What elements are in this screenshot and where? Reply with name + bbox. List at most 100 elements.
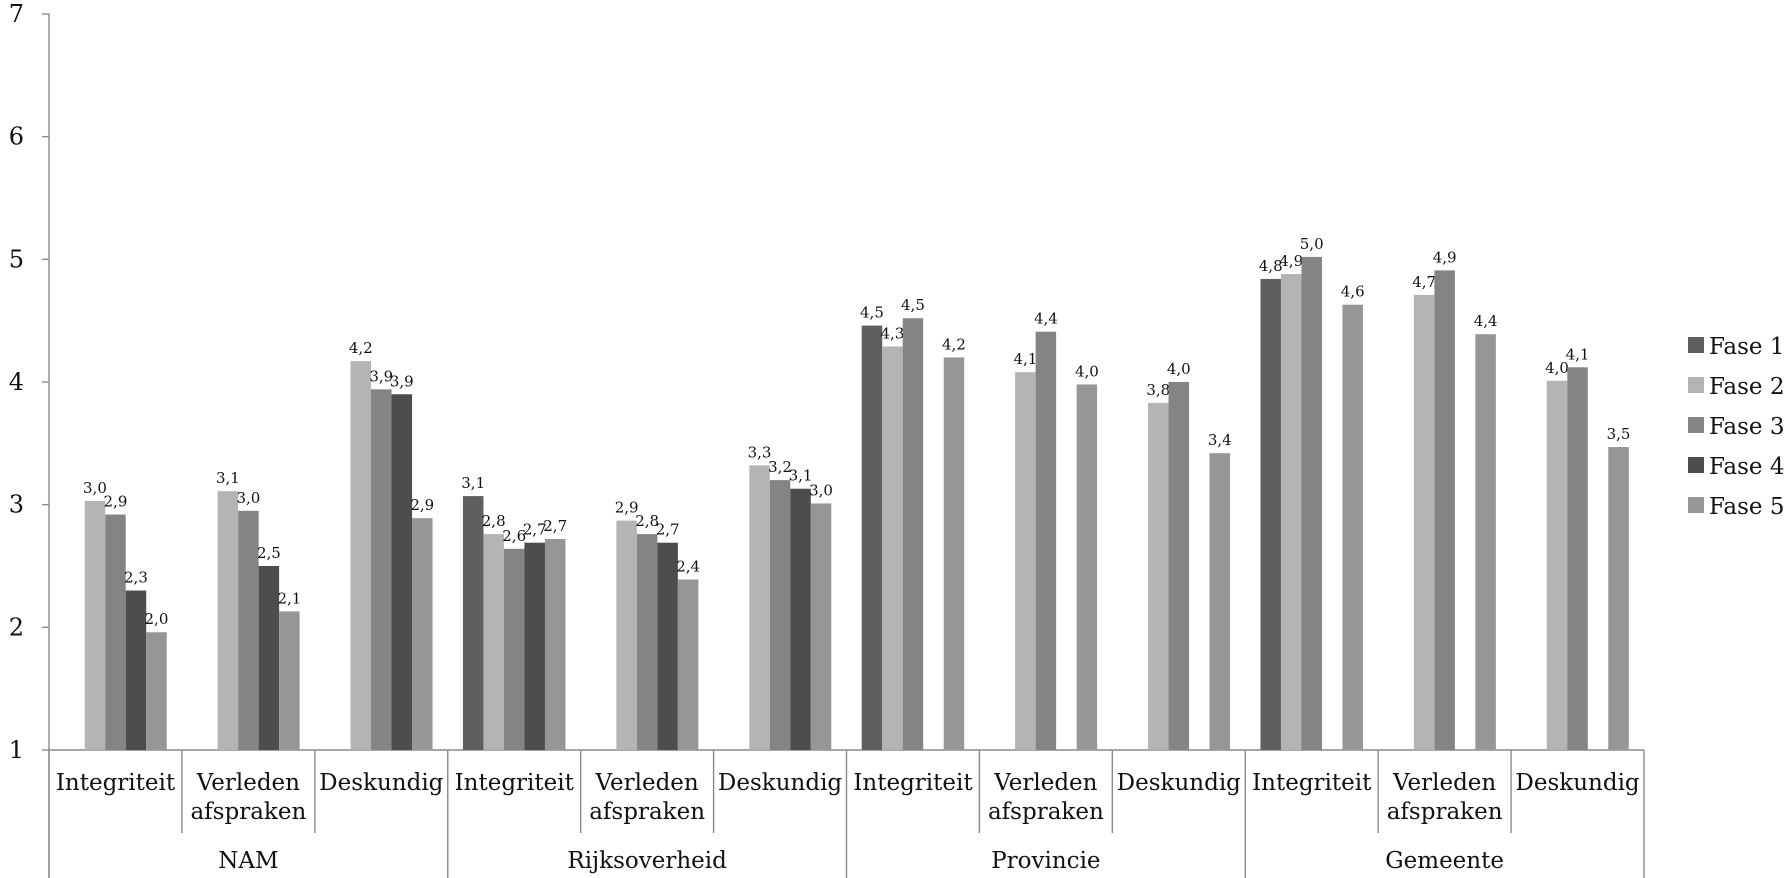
bar (902, 318, 924, 750)
bar (882, 346, 903, 750)
bar (258, 566, 280, 750)
data-label: 3,0 (236, 489, 260, 507)
bar (238, 510, 259, 750)
data-label: 4,0 (1075, 362, 1099, 380)
data-label: 4,7 (1412, 273, 1436, 291)
category-label: Deskundig (1515, 770, 1639, 796)
legend-swatch (1688, 457, 1704, 473)
bar (105, 514, 126, 750)
bar (371, 389, 392, 750)
y-tick-label: 4 (9, 368, 24, 396)
bar (1148, 402, 1169, 750)
bar (1168, 382, 1190, 750)
category-label: Integriteit (853, 770, 973, 796)
data-label: 2,9 (615, 499, 639, 517)
data-label: 3,1 (216, 469, 240, 487)
bar (125, 590, 147, 750)
category-label: Integriteit (455, 770, 575, 796)
data-label: 2,3 (124, 569, 148, 587)
legend-swatch (1688, 377, 1704, 393)
data-label: 4,9 (1279, 252, 1303, 270)
category-label: Verleden afspraken (988, 770, 1104, 825)
legend-label: Fase 4 (1709, 454, 1784, 480)
data-label: 2,1 (277, 589, 301, 607)
bar (616, 520, 637, 750)
group-label: Rijksoverheid (567, 848, 727, 874)
bar (279, 611, 300, 750)
legend-label: Fase 3 (1709, 414, 1784, 440)
plot-area: 1 2 3 4 5 6 7 Integriteit Verleden afspraken Desku… (9, 0, 1645, 878)
bar (790, 488, 811, 750)
y-tick-label: 7 (9, 0, 24, 28)
bar (1413, 294, 1435, 750)
bar (1608, 447, 1629, 750)
category-label: Integriteit (1252, 770, 1372, 796)
bar (1076, 384, 1098, 750)
data-label: 2,7 (656, 521, 680, 539)
data-label: 2,4 (676, 557, 700, 575)
bar (1342, 304, 1363, 750)
group-label: Provincie (991, 848, 1100, 874)
bar (1546, 380, 1568, 750)
data-label: 2,6 (502, 527, 526, 545)
data-label: 3,1 (461, 474, 485, 492)
data-label: 4,1 (1013, 350, 1037, 368)
y-tick-label: 1 (9, 736, 24, 764)
data-label: 4,6 (1341, 283, 1365, 301)
bar (391, 394, 413, 750)
legend: Fase 1 Fase 2 Fase 3 Fase 4 Fase 5 (1688, 334, 1784, 520)
bar (1475, 334, 1496, 750)
bar (503, 548, 525, 750)
bar (84, 500, 106, 750)
data-label: 2,9 (410, 496, 434, 514)
legend-label: Fase 5 (1709, 494, 1784, 520)
bar (861, 325, 883, 750)
bar (1035, 331, 1057, 750)
data-label: 5,0 (1300, 235, 1324, 253)
category-label: Integriteit (56, 770, 176, 796)
bar (677, 579, 699, 750)
y-tick-label: 6 (9, 123, 24, 151)
bar (943, 357, 965, 750)
data-label: 3,4 (1208, 431, 1232, 449)
bar (146, 632, 167, 750)
data-label: 2,8 (635, 512, 659, 530)
category-label: Deskundig (718, 770, 842, 796)
bar (1015, 372, 1036, 750)
legend-label: Fase 2 (1709, 374, 1784, 400)
data-label: 2,8 (482, 512, 506, 530)
legend-swatch (1688, 417, 1704, 433)
category-label: Deskundig (319, 770, 443, 796)
y-tick-label: 3 (9, 491, 24, 519)
data-label: 4,1 (1566, 345, 1590, 363)
data-label: 3,1 (789, 467, 813, 485)
bar (544, 539, 566, 750)
bar (524, 542, 545, 750)
legend-swatch (1688, 337, 1704, 353)
data-label: 2,7 (543, 517, 567, 535)
data-label: 4,0 (1545, 359, 1569, 377)
data-label: 3,9 (369, 367, 393, 385)
data-label: 4,4 (1474, 312, 1498, 330)
group-label: Gemeente (1385, 848, 1504, 874)
bar (462, 496, 484, 750)
bar (412, 518, 433, 750)
data-label: 4,5 (901, 296, 925, 314)
data-label: 4,2 (349, 339, 373, 357)
bar (749, 465, 770, 750)
data-label: 4,9 (1433, 248, 1457, 266)
data-label: 4,2 (942, 335, 966, 353)
data-label: 4,8 (1259, 257, 1283, 275)
data-label: 4,5 (860, 304, 884, 322)
bar (1260, 278, 1281, 750)
data-label: 2,5 (257, 544, 281, 562)
bar (483, 534, 504, 750)
legend-label: Fase 1 (1709, 334, 1784, 360)
data-label: 3,2 (768, 458, 792, 476)
data-label: 3,3 (748, 443, 772, 461)
bar (810, 503, 832, 750)
bar (1567, 367, 1588, 750)
data-label: 3,0 (83, 479, 107, 497)
bar (350, 361, 372, 750)
